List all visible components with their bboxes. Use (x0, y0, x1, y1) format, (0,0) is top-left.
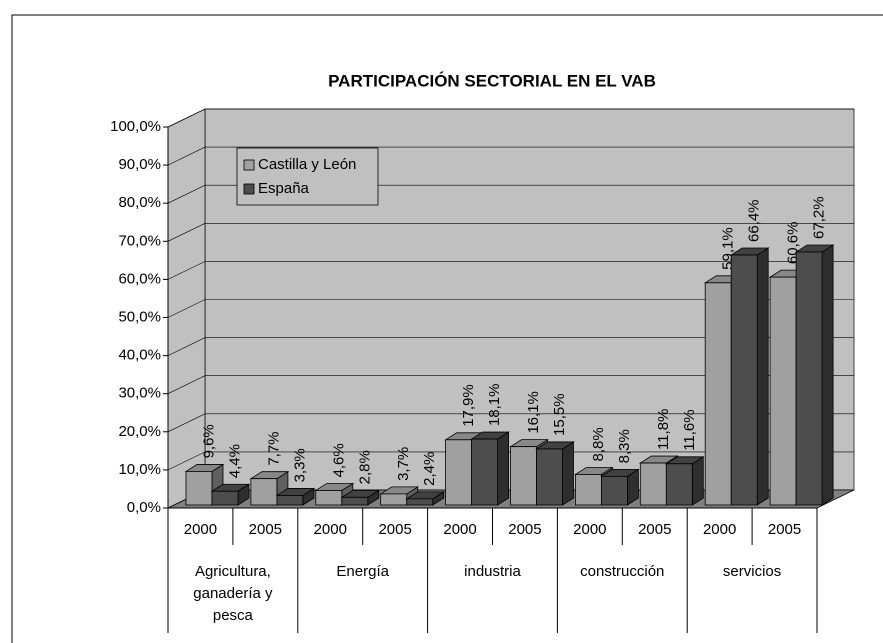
bar-front (639, 462, 667, 506)
x-tick-label: 2000 (314, 521, 347, 538)
bar-front (380, 493, 408, 506)
x-tick-label: 2005 (768, 521, 801, 538)
bar-side (691, 456, 704, 506)
bar-front (445, 439, 473, 506)
value-label: 67,2% (811, 196, 828, 239)
bar-front (510, 446, 537, 506)
value-label: 2,8% (356, 450, 373, 484)
value-label: 16,1% (525, 391, 542, 434)
bar-front (730, 254, 758, 506)
x-tick-label: 2000 (573, 521, 606, 538)
value-label: 7,7% (265, 431, 282, 465)
y-tick-label: 90,0% (118, 156, 161, 173)
y-tick-label: 20,0% (118, 423, 161, 440)
value-label: 18,1% (486, 383, 503, 426)
value-label: 66,4% (746, 199, 763, 242)
y-tick-label: 40,0% (118, 347, 161, 364)
grid-line (167, 299, 854, 318)
bar-front (406, 498, 434, 506)
bar-side (756, 247, 769, 506)
y-tick-label: 50,0% (118, 308, 161, 325)
bar-front (185, 471, 213, 506)
bar (275, 487, 316, 506)
grid-line (167, 337, 854, 356)
bar (210, 483, 251, 506)
grid-line (167, 108, 854, 128)
value-label: 15,5% (551, 393, 568, 436)
bar (535, 441, 575, 506)
legend-label: España (258, 180, 310, 197)
value-label: 2,4% (421, 452, 438, 486)
value-label: 17,9% (460, 384, 477, 427)
y-tick-label: 60,0% (118, 270, 161, 287)
legend (236, 147, 379, 206)
value-label: 3,7% (395, 447, 412, 481)
bar-front (211, 490, 239, 506)
bar-front (665, 463, 693, 506)
bar-front (315, 490, 343, 506)
value-label: 9,6% (200, 424, 217, 458)
bar-front (575, 474, 602, 506)
group-label: industria (464, 563, 521, 580)
bar (470, 431, 510, 506)
value-label: 8,3% (616, 429, 633, 463)
bar-front (795, 251, 823, 506)
bar (794, 244, 835, 506)
group-label: Agricultura, ganadería y pesca (193, 563, 273, 624)
value-label: 4,4% (226, 444, 243, 478)
value-label: 11,6% (681, 409, 698, 450)
x-tick-label: 2005 (508, 521, 541, 538)
legend-swatch (243, 159, 255, 171)
bar-side (497, 431, 510, 506)
x-tick-label: 2000 (703, 521, 736, 538)
y-tick-label: 80,0% (118, 194, 161, 211)
bar-front (471, 438, 499, 506)
bar-side (562, 441, 574, 506)
bar-front (250, 478, 278, 506)
y-tick-label: 10,0% (118, 461, 161, 478)
value-label: 4,6% (330, 443, 347, 477)
bar (664, 456, 705, 506)
group-label: construcción (580, 563, 665, 580)
bar-side (821, 244, 834, 506)
x-tick-label: 2000 (184, 521, 217, 538)
grid-line (167, 223, 854, 242)
grid-line (167, 184, 854, 204)
bar (600, 468, 640, 506)
bar-front (601, 475, 628, 506)
y-tick-label: 100,0% (110, 118, 161, 135)
bar (405, 491, 446, 506)
bar-front (769, 276, 797, 506)
value-label: 11,8% (655, 409, 672, 450)
legend-swatch (243, 183, 255, 195)
y-tick-label: 30,0% (118, 385, 161, 402)
bar-front (341, 496, 369, 506)
bar-front (276, 495, 304, 506)
bar (729, 247, 770, 506)
legend-label: Castilla y León (258, 156, 356, 173)
grid-line (167, 375, 854, 394)
grid-line (167, 146, 854, 166)
value-label: 8,8% (590, 427, 607, 461)
y-tick-label: 70,0% (118, 232, 161, 249)
group-label: Energía (336, 563, 389, 580)
grid-line (167, 261, 854, 280)
x-tick-label: 2000 (443, 521, 476, 538)
group-label: servicios (722, 563, 782, 580)
grid-line (167, 413, 854, 433)
bar-front (704, 282, 732, 506)
bar-front (536, 448, 563, 506)
y-tick-label: 0,0% (127, 499, 161, 516)
chart-title: PARTICIPACIÓN SECTORIAL EN EL VAB (328, 71, 656, 90)
x-tick-label: 2005 (638, 521, 671, 538)
x-tick-label: 2005 (249, 521, 282, 538)
value-label: 3,3% (291, 448, 308, 482)
bar (340, 489, 381, 506)
grid-line (167, 451, 854, 471)
x-tick-label: 2005 (378, 521, 411, 538)
